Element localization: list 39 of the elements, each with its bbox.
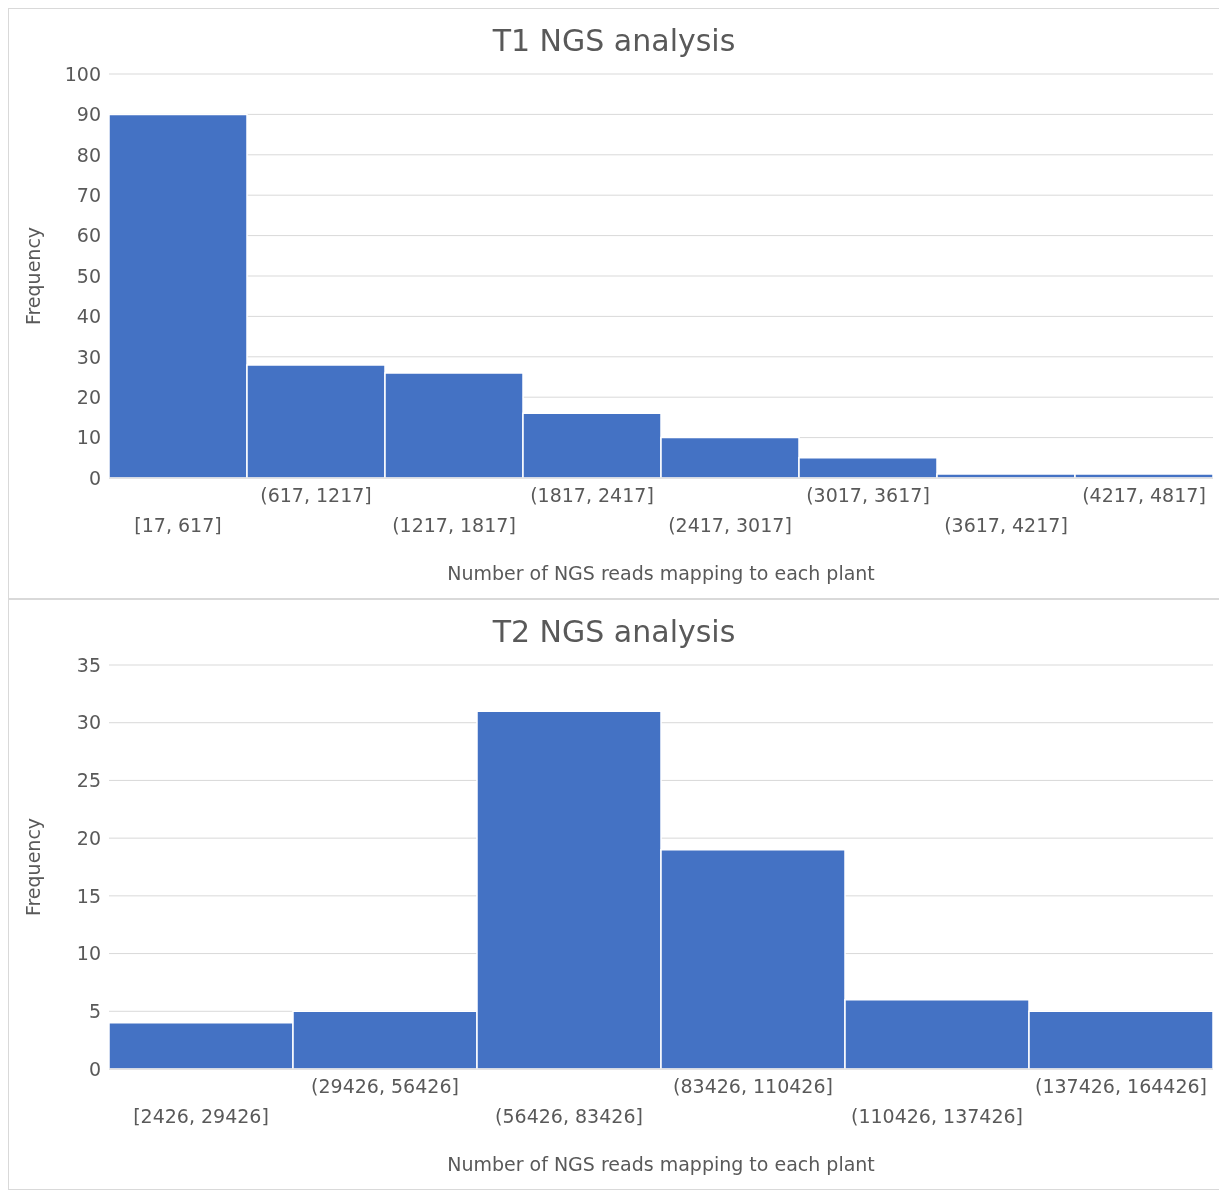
x-tick-label: (2417, 3017] [668, 514, 792, 536]
y-axis-title: Frequency [21, 817, 44, 917]
chart-title: T1 NGS analysis [491, 22, 737, 58]
y-tick-label: 35 [76, 653, 101, 676]
x-tick-label: (1817, 2417] [530, 484, 654, 506]
y-tick-label: 20 [76, 826, 101, 849]
x-tick-label: (4217, 4817] [1082, 484, 1206, 506]
y-tick-label: 15 [76, 884, 101, 907]
x-tick-label: (617, 1217] [260, 484, 372, 506]
x-tick-label: (110426, 137426] [851, 1105, 1023, 1127]
x-axis-title: Number of NGS reads mapping to each plant [447, 1153, 875, 1175]
x-tick-label: (3617, 4217] [944, 514, 1068, 536]
y-tick-label: 40 [76, 305, 101, 328]
y-tick-label: 30 [76, 345, 101, 368]
x-tick-label: [2426, 29426] [133, 1105, 269, 1127]
y-tick-label: 50 [76, 264, 101, 287]
x-tick-label: (3017, 3617] [806, 484, 930, 506]
chart-title: T2 NGS analysis [491, 613, 737, 649]
y-tick-label: 70 [76, 183, 101, 206]
y-tick-label: 0 [88, 466, 101, 489]
x-tick-label: (1217, 1817] [392, 514, 516, 536]
y-tick-label: 60 [76, 224, 101, 247]
y-tick-label: 20 [76, 385, 101, 408]
x-tick-label: (56426, 83426] [495, 1105, 643, 1127]
y-tick-label: 100 [64, 62, 101, 85]
y-tick-label: 90 [76, 103, 101, 126]
y-tick-label: 0 [88, 1057, 101, 1080]
x-tick-label: (29426, 56426] [311, 1075, 459, 1097]
y-axis-title: Frequency [21, 226, 44, 326]
y-tick-label: 30 [76, 711, 101, 734]
x-axis-title: Number of NGS reads mapping to each plant [447, 562, 875, 584]
x-tick-label: [17, 617] [134, 514, 222, 536]
y-tick-label: 10 [76, 942, 101, 965]
y-tick-label: 80 [76, 143, 101, 166]
y-tick-label: 25 [76, 769, 101, 792]
y-tick-label: 10 [76, 426, 101, 449]
y-tick-label: 5 [88, 1000, 101, 1023]
x-tick-label: (83426, 110426] [673, 1075, 833, 1097]
x-tick-label: (137426, 164426] [1035, 1075, 1207, 1097]
